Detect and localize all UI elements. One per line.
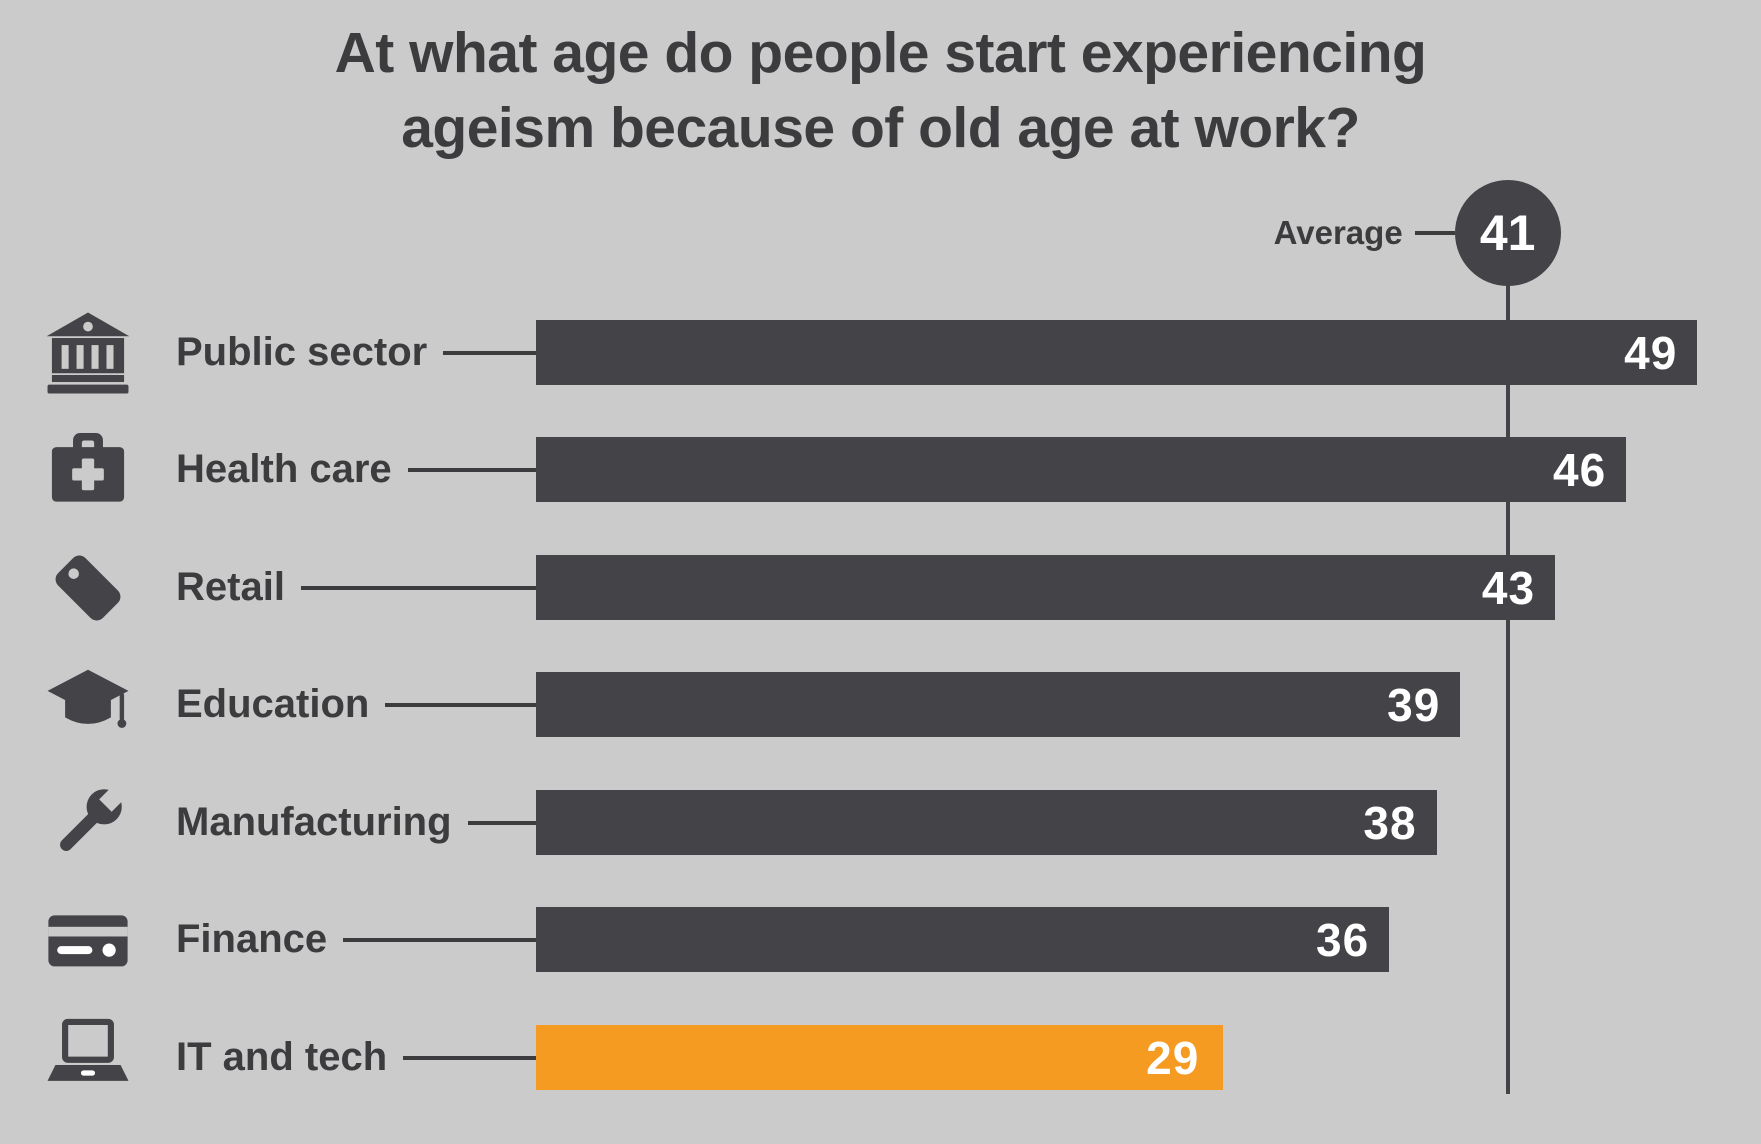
bank-icon [42,307,134,399]
row-education: Education 39 [0,669,1761,737]
bar-value: 49 [1624,326,1678,379]
label-connector-line [343,937,536,942]
average-dash [1414,231,1455,235]
row-retail: Retail 43 [0,555,1761,620]
row-finance: Finance 36 [0,907,1761,972]
average-value-badge: 41 [1454,180,1561,286]
bar-public-sector: 49 [536,320,1698,385]
label-connector-line [407,467,536,472]
label-connector-line [300,585,536,590]
label-connector-line [403,1055,536,1060]
bar-education: 39 [536,672,1461,737]
bar-value: 38 [1363,796,1417,849]
row-label: Public sector [176,330,428,374]
wrench-icon [42,777,134,869]
graduation-cap-icon [42,659,134,751]
chart-title-line-2: ageism because of old age at work? [401,96,1360,161]
row-label: Health care [176,447,392,491]
bar-health-care: 46 [536,437,1627,502]
bar-value: 46 [1553,443,1607,496]
price-tag-icon [42,542,134,634]
bar-value: 29 [1146,1031,1200,1084]
average-marker: Average 41 [0,180,1561,286]
bar-value: 39 [1387,678,1441,731]
row-label: IT and tech [176,1035,388,1079]
row-it-and-tech: IT and tech 29 [0,1018,1761,1090]
row-health-care: Health care 46 [0,432,1761,502]
average-reference-line [1505,283,1510,1094]
laptop-icon [42,1012,134,1104]
first-aid-kit-icon [42,424,134,516]
row-label: Manufacturing [176,800,452,844]
row-label: Education [176,682,370,726]
chart-title-line-1: At what age do people start experiencing [334,21,1427,85]
chart-title: At what age do people start experiencing… [0,16,1761,166]
row-public-sector: Public sector 49 [0,312,1761,393]
row-label: Finance [176,917,328,961]
bar-finance: 36 [536,907,1390,972]
row-label: Retail [176,565,285,609]
label-connector-line [385,702,536,707]
credit-card-icon [42,894,134,986]
bar-retail: 43 [536,555,1556,620]
bar-manufacturing: 38 [536,790,1437,855]
average-label: Average [1273,214,1403,251]
bar-value: 43 [1481,561,1536,614]
label-connector-line [443,350,536,355]
bar-value: 36 [1316,913,1370,966]
bar-it-and-tech: 29 [536,1025,1224,1090]
row-manufacturing: Manufacturing 38 [0,782,1761,855]
label-connector-line [467,820,536,825]
